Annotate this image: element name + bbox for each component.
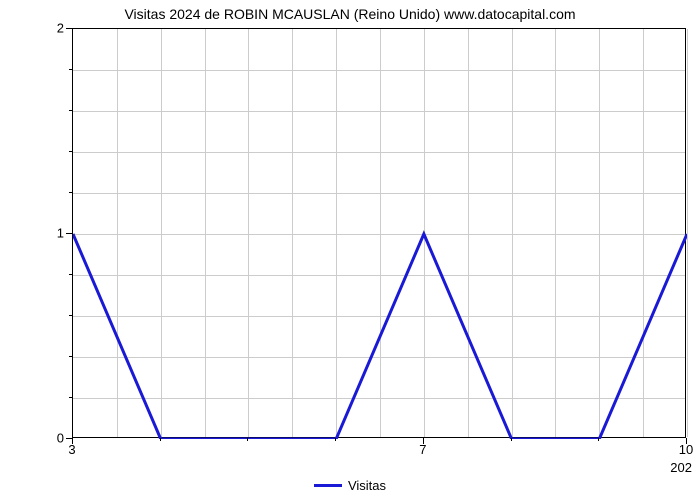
chart-container: Visitas 2024 de ROBIN MCAUSLAN (Reino Un… [0,0,700,500]
legend: Visitas [0,478,700,493]
x-tick-label: 7 [419,442,426,457]
chart-title: Visitas 2024 de ROBIN MCAUSLAN (Reino Un… [0,6,700,22]
y-minor-tick [69,151,72,152]
x-minor-tick [247,438,248,441]
legend-label: Visitas [348,478,386,493]
x-minor-tick [335,438,336,441]
plot-area [72,28,686,438]
y-minor-tick [69,110,72,111]
x-tick-mark [423,438,424,444]
x-minor-tick [511,438,512,441]
y-minor-tick [69,315,72,316]
x-minor-tick [160,438,161,441]
legend-swatch [314,484,342,487]
y-minor-tick [69,69,72,70]
x-minor-tick [598,438,599,441]
y-tick-mark [66,233,72,234]
y-minor-tick [69,397,72,398]
x-tick-mark [72,438,73,444]
visits-line [73,234,687,439]
x-tick-label: 10 [679,442,693,457]
x-right-label: 202 [670,460,692,475]
y-tick-label: 1 [44,226,64,241]
y-tick-label: 0 [44,431,64,446]
x-tick-mark [686,438,687,444]
y-tick-mark [66,28,72,29]
y-minor-tick [69,356,72,357]
x-tick-label: 3 [68,442,75,457]
y-tick-label: 2 [44,21,64,36]
y-minor-tick [69,274,72,275]
y-minor-tick [69,192,72,193]
line-series [73,29,687,439]
grid-line-v [687,29,688,437]
